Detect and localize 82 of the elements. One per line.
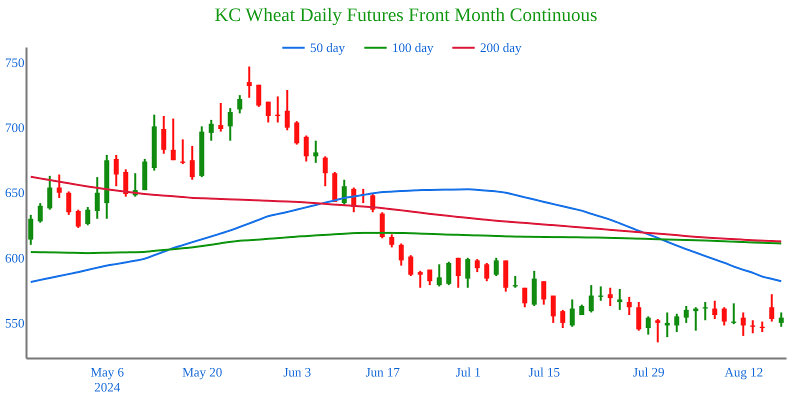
candlestick: [85, 206, 90, 226]
candlestick: [190, 144, 195, 181]
x-tick-label: Jun 3: [283, 364, 312, 380]
text: 2024: [94, 380, 121, 394]
candlestick: [626, 296, 632, 316]
candlestick: [494, 256, 499, 278]
candlestick: [722, 306, 727, 326]
candlestick: [550, 294, 556, 324]
y-tick-label: 600: [5, 250, 24, 266]
candlestick: [180, 138, 186, 166]
x-tick-label: Aug 12: [724, 364, 764, 380]
candlestick: [427, 268, 432, 286]
candlestick: [693, 306, 698, 332]
candlestick: [408, 254, 414, 278]
candlestick: [294, 120, 300, 146]
candlestick: [66, 190, 72, 216]
candlestick: [418, 270, 423, 289]
x-tick-label: Jul 15: [528, 364, 560, 380]
candlestick: [588, 284, 594, 314]
candlestick: [313, 140, 318, 164]
candlestick: [608, 286, 613, 307]
candlestick: [712, 300, 718, 320]
candlestick: [474, 258, 480, 274]
candlestick: [304, 134, 309, 163]
candlestick: [170, 118, 176, 162]
candlestick: [56, 174, 62, 199]
candlestick: [664, 311, 670, 338]
candlestick: [617, 288, 622, 311]
x-tick-label: Jul 1: [456, 364, 481, 380]
candlestick: [246, 66, 252, 99]
candlestick: [28, 214, 34, 246]
y-tick-label: 550: [5, 315, 24, 330]
candlestick: [218, 102, 224, 133]
y-tick-label: 650: [5, 185, 24, 200]
candlestick: [322, 155, 328, 188]
candlestick: [389, 233, 394, 248]
candlestick: [646, 315, 651, 336]
candlestick: [560, 308, 566, 330]
candlestick: [750, 319, 756, 334]
candlestick: [570, 298, 575, 328]
candlestick: [769, 293, 774, 323]
candlestick: [636, 301, 642, 332]
candlestick: [94, 176, 100, 220]
candlestick: [541, 280, 546, 306]
chart-title: KC Wheat Daily Futures Front Month Continuous: [214, 5, 598, 26]
candlestick: [446, 260, 452, 286]
candlestick: [436, 263, 442, 288]
candlestick: [38, 202, 43, 224]
candlestick: [684, 304, 689, 324]
candlestick: [522, 286, 528, 308]
candlestick: [465, 256, 470, 289]
candlestick: [456, 256, 461, 289]
candlestick: [398, 242, 404, 267]
candlestick: [674, 312, 680, 333]
legend-label: 100 day: [392, 40, 434, 55]
candlestick: [237, 94, 242, 114]
candlestick: [284, 88, 290, 132]
candlestick: [256, 84, 262, 108]
legend-label: 50 day: [310, 40, 346, 55]
x-tick-label: Jun 17: [366, 364, 400, 380]
candlestick: [208, 118, 214, 142]
x-tick-label: May 6: [90, 364, 125, 380]
legend-label: 200 day: [480, 40, 522, 55]
candlestick: [740, 311, 746, 337]
candlestick: [47, 174, 52, 211]
candlestick: [778, 311, 784, 328]
candlestick: [512, 275, 518, 289]
candlestick: [266, 100, 271, 124]
candlestick: [161, 114, 166, 155]
candlestick: [655, 318, 660, 344]
candlestick: [228, 107, 233, 142]
candlestick: [731, 302, 736, 326]
y-tick-label: 700: [5, 120, 24, 136]
x-tick-label: Jul 29: [633, 364, 664, 380]
candlestick: [484, 262, 490, 282]
candlestick: [275, 95, 280, 124]
candlestick: [76, 208, 81, 229]
candlestick: [123, 168, 128, 198]
candlestick: [114, 154, 119, 188]
y-tick-label: 750: [5, 55, 24, 70]
candlestick: [598, 285, 604, 302]
x-tick-label: May 20: [182, 364, 222, 380]
